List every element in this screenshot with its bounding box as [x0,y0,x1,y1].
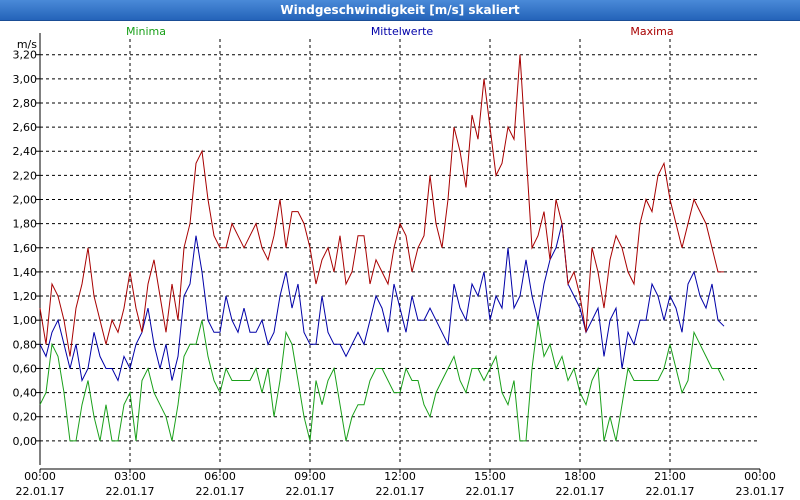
series-line-minima [39,320,725,442]
legend-item-maxima: Maxima [630,25,673,38]
y-tick-label: 2,40 [13,145,38,158]
y-tick-label: 0,80 [13,338,38,351]
series-lines [39,54,725,442]
x-tick-date: 22.01.17 [286,485,335,498]
y-tick-label: 3,20 [13,49,38,62]
series-line-maxima [39,54,724,357]
y-tick-label: 0,40 [13,387,38,400]
chart-title: Windgeschwindigkeit [m/s] skaliert [280,3,520,17]
x-tick-date: 22.01.17 [196,485,245,498]
x-tick-time: 00:00 [744,470,776,483]
x-tick-date: 23.01.17 [736,485,785,498]
title-bar [0,0,800,21]
series-line-mittelwerte [39,223,725,383]
x-tick-date: 22.01.17 [466,485,515,498]
x-tick-date: 22.01.17 [376,485,425,498]
y-tick-label: 1,40 [13,266,38,279]
legend-item-mittelwerte: Mittelwerte [371,25,434,38]
wind-speed-chart: 0,00 0,20 0,40 0,60 0,80 1,00 1,20 1,40 1,60 1,80… [0,21,800,500]
y-tick-label: 0,60 [13,362,38,375]
y-tick-label: 2,60 [13,121,38,134]
x-tick-time: 09:00 [294,470,326,483]
y-axis-label: m/s [17,38,37,51]
x-tick-date: 22.01.17 [16,485,65,498]
x-tick-date: 22.01.17 [556,485,605,498]
x-tick-time: 06:00 [204,470,236,483]
x-tick-time: 12:00 [384,470,416,483]
legend-item-minima: Minima [126,25,166,38]
y-tick-label: 1,00 [13,314,38,327]
x-tick-time: 18:00 [564,470,596,483]
y-tick-label: 0,20 [13,411,38,424]
y-tick-label: 1,20 [13,290,38,303]
x-tick-date: 22.01.17 [106,485,155,498]
x-tick-date: 22.01.17 [646,485,695,498]
x-tick-time: 15:00 [474,470,506,483]
y-tick-label: 2,00 [13,194,38,207]
y-tick-label: 1,80 [13,218,38,231]
y-tick-label: 2,80 [13,97,38,110]
x-tick-time: 00:00 [24,470,56,483]
axis-labels: 0,00 0,20 0,40 0,60 0,80 1,00 1,20 1,40 1,60 1,80… [13,38,785,498]
x-tick-time: 03:00 [114,470,146,483]
y-tick-label: 2,20 [13,169,38,182]
legend: Minima Mittelwerte Maxima [126,25,674,38]
y-tick-label: 0,00 [13,435,38,448]
axes [36,33,761,473]
x-tick-time: 21:00 [654,470,686,483]
y-tick-label: 1,60 [13,242,38,255]
y-tick-label: 3,00 [13,73,38,86]
